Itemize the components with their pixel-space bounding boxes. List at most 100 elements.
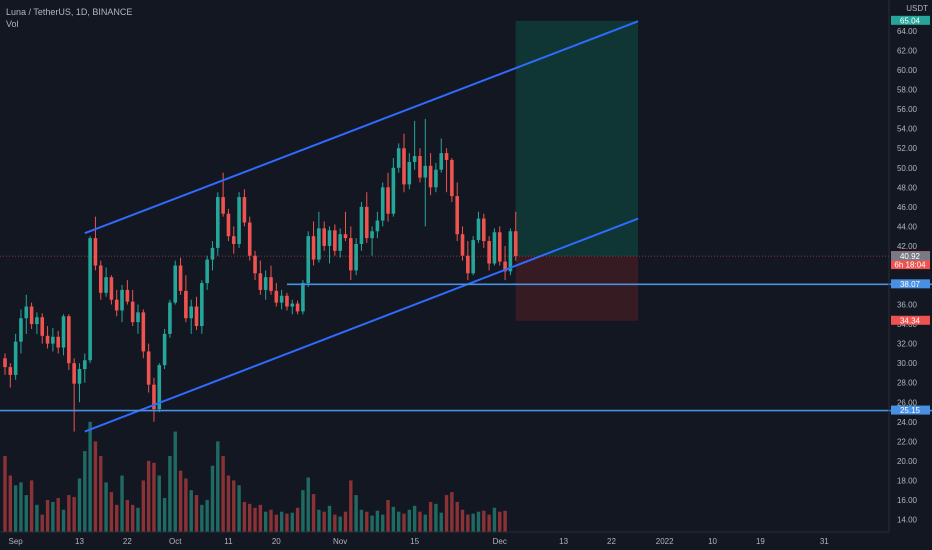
volume-bar <box>258 504 263 532</box>
candle <box>359 201 364 251</box>
volume-bar <box>253 507 257 532</box>
candle-body <box>200 283 204 327</box>
candle <box>146 343 151 393</box>
candle-body <box>450 159 454 197</box>
volume-bar <box>333 514 337 532</box>
price-tick-label: 60.00 <box>897 66 918 75</box>
candle-body <box>61 316 66 348</box>
candle-body <box>157 365 162 410</box>
candle-body <box>439 153 444 170</box>
symbol-title[interactable]: Luna / TetherUS, 1D, BINANCE <box>6 7 133 17</box>
volume-bar <box>418 511 422 532</box>
candle <box>279 289 284 310</box>
drawings <box>0 20 932 433</box>
volume-bar <box>13 485 18 532</box>
price-tag-label: 65.04 <box>900 16 921 25</box>
volume-bar <box>237 485 241 532</box>
candle <box>492 228 497 266</box>
candle <box>349 226 353 281</box>
candle-body <box>354 243 358 271</box>
volume-bar <box>200 504 204 532</box>
channel-lower-trendline <box>84 217 639 433</box>
candle-body <box>83 360 87 370</box>
stop-zone <box>515 256 639 321</box>
candle <box>98 260 103 300</box>
position-zones <box>515 20 639 321</box>
candle-body <box>444 153 449 160</box>
candle <box>428 153 433 196</box>
candle <box>434 162 438 193</box>
candle <box>67 314 71 371</box>
candle-body <box>194 306 199 327</box>
candle <box>226 208 231 242</box>
candle <box>343 211 348 242</box>
volume-bar <box>210 465 215 532</box>
candle <box>455 182 459 242</box>
candle-body <box>370 231 374 239</box>
volume-bar <box>428 501 433 532</box>
candles <box>3 118 518 432</box>
volume-bar <box>359 509 364 532</box>
candle <box>56 330 60 354</box>
price-tag: 34.34 <box>891 315 930 325</box>
volume-bar <box>503 510 507 532</box>
volume-bar <box>162 498 167 532</box>
volume-bar <box>402 513 406 532</box>
volume-bar <box>396 511 401 532</box>
volume-bar <box>460 509 465 532</box>
volume-bar <box>221 455 225 532</box>
volume-bar <box>109 492 114 532</box>
candle <box>178 257 183 295</box>
candle-body <box>13 341 18 375</box>
price-tick-label: 22.00 <box>897 437 918 446</box>
volume-bar <box>88 421 92 532</box>
volume-bar <box>301 490 305 532</box>
volume-bar <box>306 477 310 532</box>
time-tick-label: 10 <box>708 537 717 546</box>
volume-bar <box>115 504 119 532</box>
candle-body <box>423 165 428 178</box>
time-tick-label: 2022 <box>656 537 674 546</box>
candle <box>184 275 188 323</box>
volume-bar <box>317 509 321 532</box>
candle-body <box>231 236 236 244</box>
candle-body <box>136 312 140 323</box>
candle-body <box>93 238 98 266</box>
candle <box>338 228 342 258</box>
volume-bar <box>72 497 76 532</box>
candle-body <box>295 303 300 312</box>
price-tick-label: 64.00 <box>897 27 918 36</box>
price-tick-label: 28.00 <box>897 379 918 388</box>
price-tick-label: 46.00 <box>897 203 918 212</box>
volume-bar <box>157 475 161 532</box>
candle <box>370 226 374 256</box>
candle <box>375 211 380 239</box>
candle <box>88 236 92 364</box>
candle <box>258 260 263 295</box>
candle <box>269 265 273 295</box>
candle <box>141 309 146 359</box>
time-tick-label: Nov <box>333 537 347 546</box>
volume-bar <box>51 501 55 532</box>
candle-body <box>513 231 518 257</box>
volume-bars <box>3 421 507 532</box>
candle <box>412 120 417 170</box>
volume-bar <box>279 511 284 532</box>
volume-label[interactable]: Vol <box>6 19 19 29</box>
candle-body <box>77 369 82 384</box>
candle-body <box>380 187 385 221</box>
candle <box>40 313 45 344</box>
price-tag-box <box>891 279 930 289</box>
candle-body <box>402 148 406 185</box>
candle-body <box>19 318 23 342</box>
volume-bar <box>466 514 470 532</box>
candle <box>444 148 449 193</box>
time-tick-label: 11 <box>224 537 233 546</box>
price-tag-box <box>891 251 930 261</box>
candle <box>497 226 502 266</box>
candle-body <box>311 236 316 260</box>
volume-bar <box>487 514 491 532</box>
volume-bar <box>322 511 326 532</box>
